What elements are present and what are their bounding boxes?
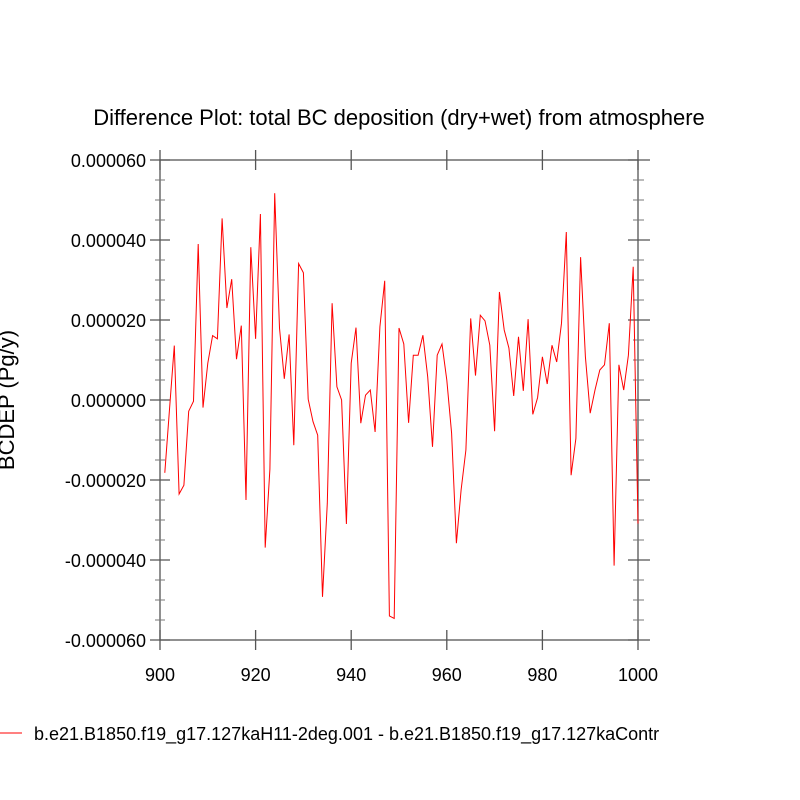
x-tick-label: 940	[336, 665, 366, 685]
y-tick-label: -0.000040	[65, 551, 146, 571]
legend: b.e21.B1850.f19_g17.127kaH11-2deg.001 - …	[0, 724, 659, 745]
y-tick-label: 0.000040	[71, 231, 146, 251]
chart-title: Difference Plot: total BC deposition (dr…	[93, 105, 705, 130]
y-tick-label: 0.000020	[71, 311, 146, 331]
y-tick-label: 0.000000	[71, 391, 146, 411]
legend-label: b.e21.B1850.f19_g17.127kaH11-2deg.001 - …	[34, 724, 659, 745]
x-tick-label: 900	[145, 665, 175, 685]
x-tick-label: 980	[527, 665, 557, 685]
y-axis-label: BCDEP (Pg/y)	[0, 330, 19, 470]
y-tick-label: -0.000020	[65, 471, 146, 491]
data-series-line	[164, 193, 639, 620]
y-tick-label: -0.000060	[65, 631, 146, 651]
x-tick-label: 1000	[618, 665, 658, 685]
x-tick-label: 920	[241, 665, 271, 685]
y-tick-label: 0.000060	[71, 151, 146, 171]
x-tick-label: 960	[432, 665, 462, 685]
